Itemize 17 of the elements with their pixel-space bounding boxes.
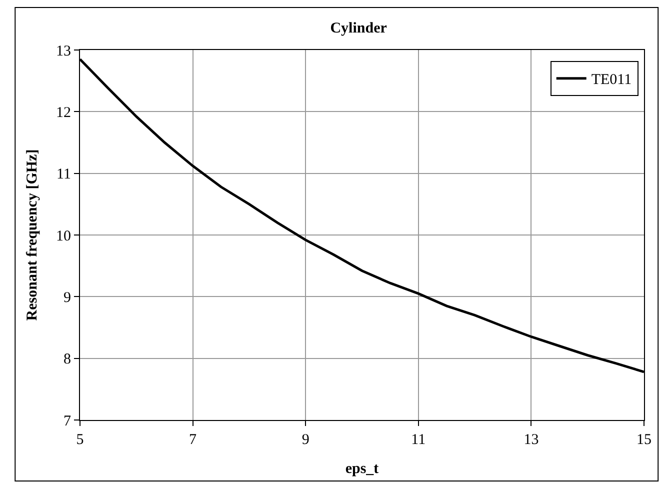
y-tick-label: 13 — [56, 43, 71, 60]
x-tick-label: 5 — [76, 432, 84, 448]
y-tick-label: 8 — [64, 352, 71, 368]
x-axis-title: eps_t — [345, 461, 379, 477]
x-tick-label: 7 — [189, 432, 198, 448]
x-tick-label: 15 — [636, 432, 652, 448]
y-tick-label: 11 — [56, 166, 71, 183]
y-tick-label: 12 — [56, 104, 71, 121]
x-tick-label: 13 — [524, 432, 539, 448]
y-axis-title: Resonant frequency [GHz] — [24, 149, 40, 321]
x-tick-label: 11 — [411, 432, 426, 448]
chart-title: Cylinder — [330, 20, 388, 37]
y-tick-label: 7 — [64, 413, 72, 430]
y-tick-label: 9 — [64, 290, 71, 306]
legend-label: TE011 — [591, 72, 632, 88]
x-tick-label: 9 — [302, 432, 310, 448]
y-tick-label: 10 — [56, 228, 71, 244]
